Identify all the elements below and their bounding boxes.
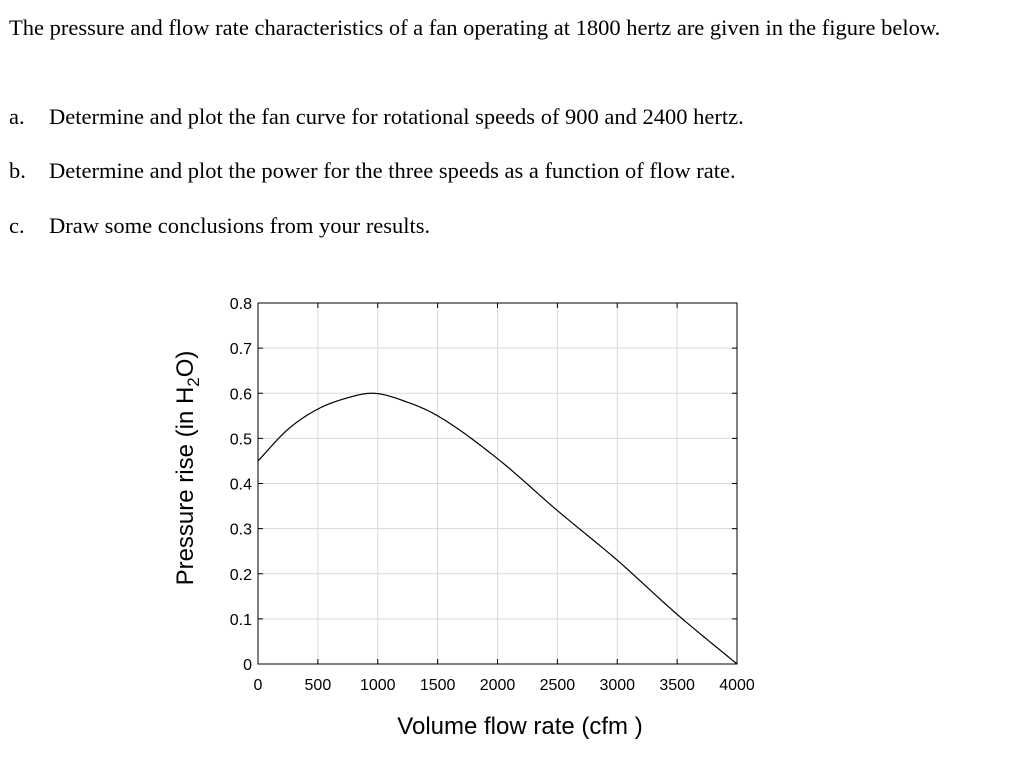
item-marker: c.	[9, 213, 25, 238]
y-tick-label: 0.4	[230, 477, 252, 494]
item-text: Determine and plot the power for the thr…	[49, 158, 736, 183]
x-tick-labels: 0 500 1000 1500 2000 2500 3000 3500 4000	[254, 677, 755, 694]
item-text: Draw some conclusions from your results.	[49, 213, 431, 238]
item-marker: b.	[9, 158, 26, 183]
y-tick-label: 0	[243, 657, 252, 674]
y-axis-title-subscript: 2	[184, 377, 203, 386]
x-tick-label: 500	[305, 677, 332, 694]
x-tick-label: 3500	[659, 677, 695, 694]
x-tick-label: 1500	[420, 677, 456, 694]
y-tick-labels: 0 0.1 0.2 0.3 0.4 0.5 0.6 0.7 0.8	[230, 296, 252, 674]
y-tick-label: 0.3	[230, 522, 252, 539]
x-tick-label: 3000	[599, 677, 635, 694]
problem-item-c: c. Draw some conclusions from your result…	[9, 211, 430, 241]
x-tick-label: 0	[254, 677, 263, 694]
problem-intro: The pressure and flow rate characteristi…	[9, 15, 941, 40]
y-tick-label: 0.8	[230, 296, 252, 313]
x-tick-label: 1000	[360, 677, 396, 694]
y-tick-label: 0.1	[230, 612, 252, 629]
item-text: Determine and plot the fan curve for rot…	[49, 104, 744, 129]
problem-item-b: b. Determine and plot the power for the t…	[9, 156, 736, 186]
item-marker: a.	[9, 104, 25, 129]
fan-curve-line	[257, 392, 738, 665]
y-axis-title: Pressure rise (in H2O)	[172, 351, 203, 586]
problem-item-a: a. Determine and plot the fan curve for r…	[9, 102, 744, 132]
x-tick-label: 2500	[540, 677, 576, 694]
y-axis-title-suffix: O)	[172, 351, 199, 378]
plot-frame	[257, 302, 738, 665]
x-tick-label: 2000	[480, 677, 516, 694]
x-axis-title: Volume flow rate (cfm )	[397, 713, 642, 740]
y-tick-label: 0.2	[230, 567, 252, 584]
y-axis-title-prefix: Pressure rise (in H	[172, 387, 199, 586]
x-tick-label: 4000	[719, 677, 755, 694]
y-tick-label: 0.6	[230, 386, 252, 403]
y-tick-label: 0.7	[230, 341, 252, 358]
y-tick-label: 0.5	[230, 431, 252, 448]
chart-grid	[257, 302, 738, 665]
